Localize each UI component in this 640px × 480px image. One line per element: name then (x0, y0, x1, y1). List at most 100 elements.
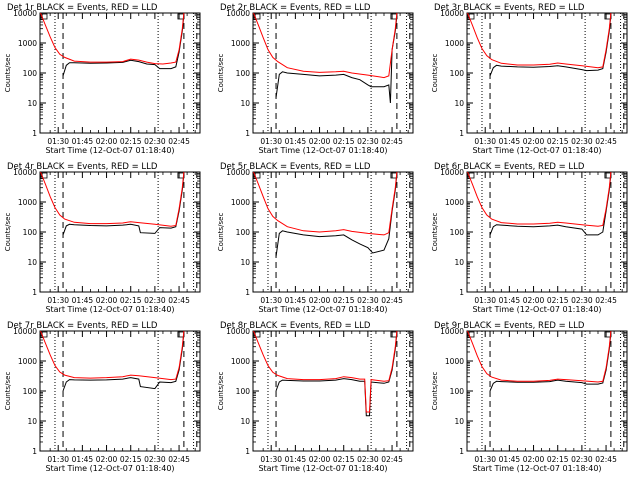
y-tick-label: 100 (450, 387, 465, 396)
x-tick-label: 01:45 (285, 455, 307, 464)
panel-5: Det 5r BLACK = Events, RED = LLD 1 10 100 10… (217, 162, 414, 314)
panel-title: Det 8r BLACK = Events, RED = LLD (220, 321, 371, 331)
x-tick-label: 01:45 (499, 137, 521, 146)
y-axis-label: Counts/sec (4, 372, 12, 411)
events-series-line (275, 173, 398, 257)
x-tick-label: 02:30 (571, 137, 593, 146)
y-tick-label: 100 (236, 228, 251, 237)
x-tick-label: 01:45 (72, 455, 94, 464)
x-tick-label: 02:30 (571, 296, 593, 305)
y-tick-label: 10000 (440, 327, 464, 336)
x-tick-label: 02:15 (120, 296, 142, 305)
panel-title: Det 1r BLACK = Events, RED = LLD (7, 3, 158, 13)
x-tick-label: 02:45 (168, 137, 190, 146)
y-tick-label: 1000 (18, 357, 37, 366)
y-tick-label: 100 (236, 69, 251, 78)
x-tick-label: 01:30 (260, 296, 282, 305)
x-tick-label: 02:00 (96, 296, 118, 305)
y-tick-label: 1 (32, 447, 37, 456)
y-tick-label: 10 (240, 99, 250, 108)
panel-title: Det 7r BLACK = Events, RED = LLD (7, 321, 158, 331)
y-tick-label: 1 (32, 288, 37, 297)
events-series-line (275, 332, 398, 417)
x-axis-label: Start Time (12-Oct-07 01:18:40) (45, 305, 174, 314)
lld-series-line (40, 172, 185, 227)
x-tick-label: 01:45 (499, 455, 521, 464)
panel-title: Det 5r BLACK = Events, RED = LLD (220, 162, 371, 172)
x-axis-label: Start Time (12-Oct-07 01:18:40) (258, 464, 387, 473)
y-axis-label: Counts/sec (4, 213, 12, 252)
x-tick-label: 02:30 (357, 296, 379, 305)
x-axis-label: Start Time (12-Oct-07 01:18:40) (258, 146, 387, 155)
events-series-line (275, 15, 398, 104)
y-tick-label: 100 (23, 387, 38, 396)
y-tick-label: 10 (454, 417, 464, 426)
y-tick-label: 10000 (226, 168, 250, 177)
y-tick-label: 1000 (18, 198, 37, 207)
x-tick-label: 01:30 (260, 455, 282, 464)
y-tick-label: 1 (32, 129, 37, 138)
y-tick-label: 100 (450, 228, 465, 237)
x-tick-label: 02:45 (595, 137, 617, 146)
y-tick-label: 1 (459, 447, 464, 456)
y-tick-label: 10000 (226, 9, 250, 18)
x-tick-label: 02:45 (168, 296, 190, 305)
y-tick-label: 100 (450, 69, 465, 78)
x-tick-label: 02:45 (381, 455, 403, 464)
panel-title: Det 4r BLACK = Events, RED = LLD (7, 162, 158, 172)
y-tick-label: 1000 (231, 198, 250, 207)
x-tick-label: 02:00 (309, 296, 331, 305)
y-tick-label: 10 (454, 258, 464, 267)
y-tick-label: 10 (240, 417, 250, 426)
panel-title: Det 3r BLACK = Events, RED = LLD (434, 3, 585, 13)
x-tick-label: 02:30 (357, 455, 379, 464)
x-tick-label: 02:45 (168, 455, 190, 464)
plot-frame (466, 330, 628, 452)
panel-2: Det 2r BLACK = Events, RED = LLD 1 10 100 10… (217, 3, 414, 155)
y-tick-label: 10000 (13, 9, 37, 18)
lld-series-line (467, 13, 612, 69)
y-axis-label: Counts/sec (431, 54, 439, 93)
x-tick-label: 02:45 (595, 455, 617, 464)
y-tick-label: 100 (236, 387, 251, 396)
x-tick-label: 02:45 (595, 296, 617, 305)
lld-series-line (40, 13, 185, 65)
panel-4: Det 4r BLACK = Events, RED = LLD 1 10 100 10… (4, 162, 201, 314)
y-tick-label: 1 (459, 129, 464, 138)
x-tick-label: 02:30 (571, 455, 593, 464)
corner-box-left (40, 331, 48, 338)
x-axis-label: Start Time (12-Oct-07 01:18:40) (45, 146, 174, 155)
y-axis-label: Counts/sec (217, 54, 225, 93)
y-tick-label: 10000 (13, 168, 37, 177)
y-tick-label: 1000 (231, 357, 250, 366)
lld-series-line (467, 172, 612, 227)
corner-box-left (467, 13, 475, 20)
x-tick-label: 02:30 (357, 137, 379, 146)
x-tick-label: 01:45 (499, 296, 521, 305)
y-tick-label: 10 (27, 258, 37, 267)
corner-box-left (467, 331, 475, 338)
panel-title: Det 2r BLACK = Events, RED = LLD (220, 3, 371, 13)
events-series-line (62, 14, 185, 77)
panel-7: Det 7r BLACK = Events, RED = LLD 1 10 100 10… (4, 321, 201, 473)
y-tick-label: 100 (23, 228, 38, 237)
y-tick-label: 1 (459, 288, 464, 297)
x-tick-label: 02:30 (144, 137, 166, 146)
events-series-line (489, 332, 612, 392)
x-tick-label: 02:45 (381, 137, 403, 146)
x-tick-label: 02:00 (523, 455, 545, 464)
x-tick-label: 02:15 (120, 455, 142, 464)
corner-box-left (253, 172, 261, 179)
y-tick-label: 10000 (440, 168, 464, 177)
lld-series-line (253, 13, 398, 79)
plot-frame (39, 330, 201, 452)
x-tick-label: 02:15 (120, 137, 142, 146)
y-tick-label: 10 (240, 258, 250, 267)
plot-frame (252, 330, 414, 452)
events-series-line (489, 173, 612, 236)
x-tick-label: 01:30 (47, 137, 69, 146)
corner-box-left (40, 172, 48, 179)
x-tick-label: 01:30 (474, 296, 496, 305)
x-tick-label: 02:00 (523, 296, 545, 305)
y-tick-label: 10000 (226, 327, 250, 336)
